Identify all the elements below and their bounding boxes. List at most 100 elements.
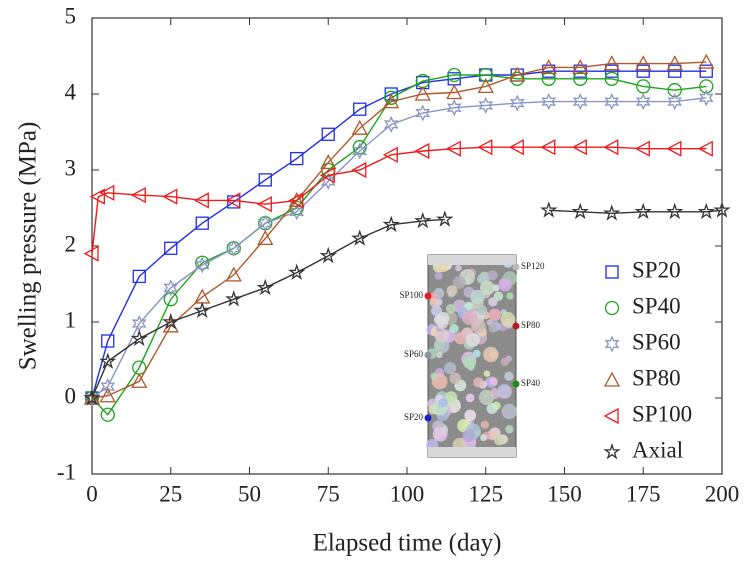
- marker: [603, 407, 619, 425]
- marker: [226, 239, 242, 257]
- marker: [697, 202, 715, 220]
- marker: [101, 334, 115, 348]
- inset-grain: [434, 328, 450, 343]
- marker: [415, 104, 431, 122]
- inset-grain: [430, 372, 438, 380]
- x-tick-label: 75: [317, 481, 340, 506]
- inset-grain: [434, 271, 443, 280]
- marker: [225, 192, 241, 209]
- inset-grain: [501, 403, 517, 420]
- x-tick-label: 0: [86, 481, 98, 506]
- inset-grain: [445, 391, 458, 404]
- marker: [604, 71, 619, 86]
- inset-grain: [449, 372, 461, 384]
- marker: [99, 352, 117, 369]
- inset-grain: [489, 377, 498, 386]
- marker: [603, 204, 621, 221]
- marker: [634, 202, 652, 220]
- inset-grain: [437, 312, 450, 325]
- inset-sensor: [512, 322, 520, 330]
- marker: [605, 64, 619, 78]
- marker: [99, 184, 115, 201]
- inset-sensor: [512, 263, 520, 271]
- inset-grain: [461, 309, 478, 326]
- marker: [541, 93, 557, 111]
- marker: [478, 96, 494, 114]
- marker: [447, 67, 462, 83]
- x-tick-label: 125: [469, 481, 504, 506]
- marker: [383, 93, 400, 109]
- y-tick-label: 0: [65, 383, 77, 408]
- marker: [89, 188, 105, 205]
- inset-grain: [488, 297, 498, 307]
- marker: [162, 312, 180, 330]
- x-tick-label: 175: [626, 481, 661, 506]
- marker: [163, 292, 178, 307]
- marker: [319, 167, 335, 184]
- marker: [83, 388, 101, 406]
- inset-label: SP80: [521, 320, 541, 330]
- legend-label: Axial: [632, 437, 683, 462]
- marker: [477, 78, 494, 94]
- marker: [382, 146, 398, 163]
- inset-grain: [483, 370, 491, 377]
- inset-grain: [480, 280, 495, 296]
- inset-grain: [483, 346, 499, 363]
- inset-grain: [487, 270, 498, 281]
- marker: [351, 119, 368, 135]
- marker: [256, 278, 274, 296]
- x-tick-label: 25: [159, 481, 182, 506]
- marker: [571, 202, 589, 220]
- x-tick-label: 150: [547, 481, 582, 506]
- marker: [509, 66, 526, 82]
- inset-grain: [505, 425, 514, 434]
- inset-sensor: [512, 380, 520, 388]
- marker: [478, 67, 493, 83]
- inset-grain: [480, 420, 489, 429]
- marker: [540, 59, 557, 75]
- marker: [351, 161, 367, 179]
- marker: [99, 387, 116, 403]
- inset-grain: [464, 301, 473, 310]
- marker: [667, 93, 683, 111]
- marker: [100, 407, 115, 422]
- marker: [290, 151, 304, 166]
- marker: [257, 230, 274, 246]
- marker: [604, 335, 620, 353]
- inset-grain: [436, 351, 443, 359]
- inset-grain: [452, 276, 466, 289]
- marker: [446, 99, 462, 117]
- marker: [84, 389, 100, 407]
- inset-grain: [454, 331, 467, 345]
- marker: [446, 84, 463, 100]
- y-axis-label: Swelling pressure (MPa): [15, 122, 42, 371]
- inset-grain: [500, 312, 516, 327]
- marker: [132, 269, 146, 284]
- inset-grain: [449, 323, 459, 334]
- inset-grain: [445, 303, 456, 314]
- marker: [414, 85, 431, 101]
- marker: [509, 94, 525, 112]
- plot-frame: [91, 17, 723, 475]
- inset-grain: [470, 289, 485, 305]
- y-tick-label: 2: [65, 231, 77, 256]
- marker: [698, 53, 715, 69]
- y-tick-label: 4: [65, 79, 77, 104]
- marker: [162, 188, 178, 205]
- marker: [477, 139, 493, 156]
- marker: [164, 241, 178, 255]
- marker: [605, 265, 619, 279]
- inset-grain: [464, 409, 477, 422]
- inset-grain: [465, 332, 480, 347]
- marker: [195, 216, 209, 230]
- series-line: [91, 146, 707, 254]
- inset-grain: [429, 298, 439, 307]
- marker: [256, 196, 272, 213]
- marker: [634, 140, 650, 157]
- marker: [666, 140, 682, 157]
- inset-sensor: [424, 292, 432, 300]
- marker: [320, 154, 337, 170]
- inset-grain: [500, 357, 510, 367]
